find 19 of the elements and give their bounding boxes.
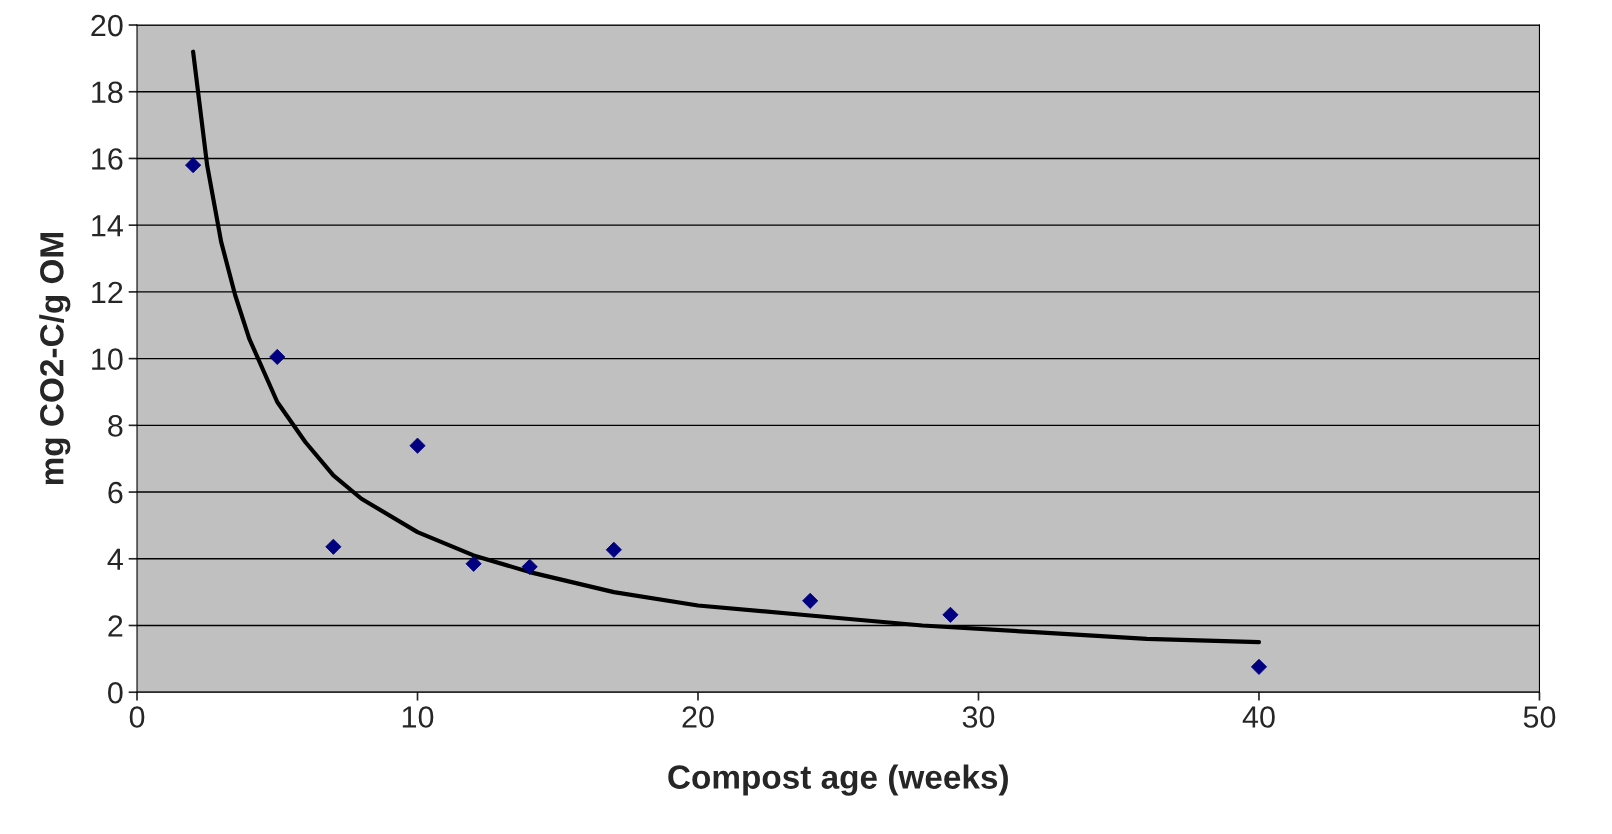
y-tick-label: 8 xyxy=(108,415,123,437)
y-tick-label: 6 xyxy=(108,481,123,504)
y-tick-label: 0 xyxy=(108,681,123,704)
x-tick-label: 0 xyxy=(129,706,145,728)
y-tick-label: 20 xyxy=(91,14,123,37)
y-axis-title: mg CO2-C/g OM xyxy=(39,233,71,485)
y-tick-label: 10 xyxy=(92,348,123,370)
x-tick-label: 10 xyxy=(402,706,434,728)
x-tick-label: 40 xyxy=(1242,706,1275,728)
x-tick-label: 50 xyxy=(1523,706,1556,728)
y-tick-label: 16 xyxy=(92,148,123,170)
y-tick-label: 2 xyxy=(108,615,123,637)
y-tick-label: 12 xyxy=(92,281,123,303)
x-axis-title: Compost age (weeks) xyxy=(668,764,1008,796)
y-tick-label: 14 xyxy=(92,215,123,237)
x-tick-label: 30 xyxy=(962,706,995,728)
y-tick-label: 18 xyxy=(92,81,123,104)
y-tick-label: 4 xyxy=(107,548,123,570)
x-tick-label: 20 xyxy=(682,706,714,728)
